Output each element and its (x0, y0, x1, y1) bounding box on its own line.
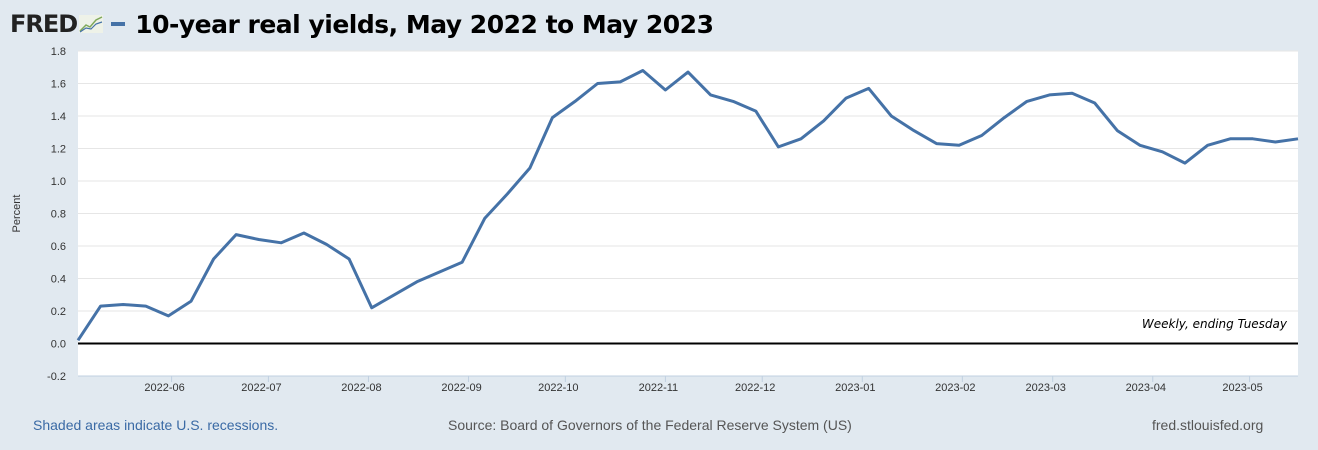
x-tick-label: 2022-07 (241, 382, 281, 394)
x-tick-label: 2022-11 (639, 382, 679, 394)
y-tick-label: 0.4 (51, 274, 66, 286)
fred-chart-icon (79, 15, 104, 33)
graph-title: 10-year real yields, May 2022 to May 202… (135, 9, 714, 39)
y-tick-label: -0.2 (47, 371, 66, 383)
y-tick-label: 1.2 (51, 144, 66, 156)
y-axis-label: Percent (11, 195, 23, 233)
graph-header: FRED 10-year real yields, May 2022 to Ma… (10, 4, 714, 44)
y-tick-label: 0.6 (51, 241, 66, 253)
fred-logo[interactable]: FRED (10, 10, 78, 38)
x-tick-label: 2023-05 (1222, 382, 1262, 394)
site-link[interactable]: fred.stlouisfed.org (1152, 417, 1264, 433)
source-note: Source: Board of Governors of the Federa… (448, 417, 852, 433)
x-tick-label: 2022-08 (341, 382, 381, 394)
legend-swatch (111, 22, 126, 26)
x-tick-label: 2022-09 (441, 382, 481, 394)
x-tick-label: 2022-12 (735, 382, 775, 394)
recession-note: Shaded areas indicate U.S. recessions. (33, 417, 279, 433)
y-tick-label: 1.8 (51, 46, 66, 58)
x-tick-label: 2022-10 (538, 382, 578, 394)
y-tick-label: 0.2 (51, 306, 66, 318)
y-tick-label: 1.0 (51, 176, 66, 188)
y-tick-label: 0.0 (51, 339, 66, 351)
x-tick-label: 2023-02 (935, 382, 975, 394)
frequency-annotation: Weekly, ending Tuesday (1142, 317, 1288, 331)
x-tick-label: 2023-03 (1026, 382, 1066, 394)
y-tick-label: 1.4 (51, 111, 66, 123)
x-tick-label: 2023-01 (835, 382, 875, 394)
y-tick-label: 1.6 (51, 79, 66, 91)
x-tick-label: 2022-06 (144, 382, 184, 394)
y-tick-label: 0.8 (51, 209, 66, 221)
x-tick-label: 2023-04 (1126, 382, 1166, 394)
series-line (76, 69, 1299, 342)
